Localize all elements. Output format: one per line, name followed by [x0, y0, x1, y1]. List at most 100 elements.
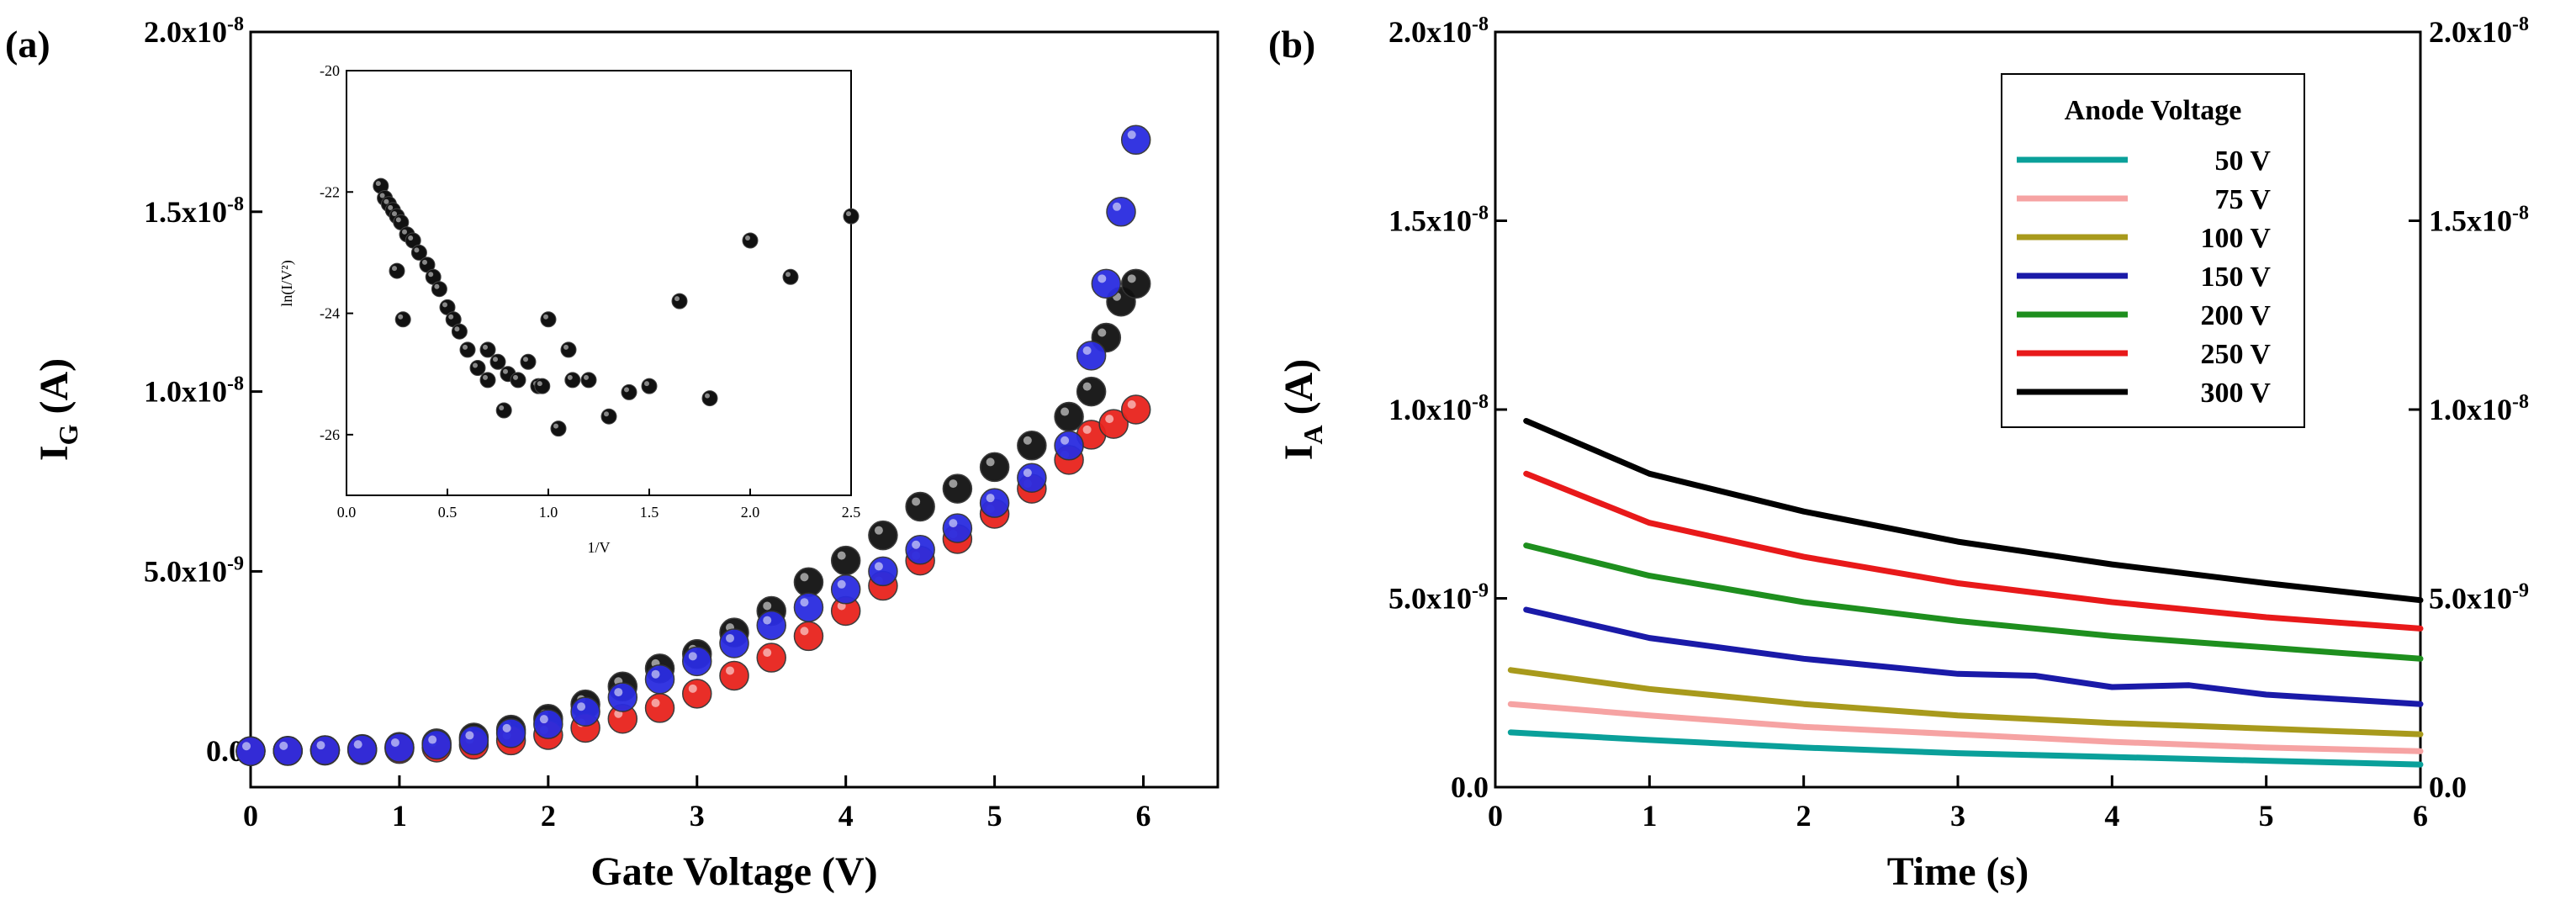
inset-point	[510, 372, 526, 389]
inset-point-highlight	[434, 283, 440, 289]
panel-a-point	[644, 664, 675, 695]
inset-point-highlight	[442, 302, 447, 308]
panel-a-point	[644, 693, 675, 723]
inset-point	[782, 268, 799, 285]
series-line-200v	[1523, 542, 2424, 662]
inset-y-tick-label: -24	[320, 305, 340, 322]
inset-point	[641, 378, 658, 394]
inset-point-highlight	[383, 198, 389, 204]
panel-a-point	[793, 567, 824, 598]
inset-point	[479, 372, 496, 389]
panel-a-point	[830, 545, 861, 576]
inset-point-highlight	[745, 235, 750, 241]
panel-a-point	[1120, 268, 1151, 299]
legend-label: 250 V	[2201, 339, 2272, 370]
panel-b-y-ticks-left: 0.0 5.0x10-9 1.0x10-8 1.5x10-8 2.0x10-8	[1389, 13, 1507, 804]
panel-b-label: (b)	[1268, 23, 1315, 66]
panel-a-y-axis-sub: G	[53, 424, 83, 445]
inset-point	[843, 208, 860, 225]
inset-point-highlight	[388, 204, 394, 210]
panel-a-point-highlight	[949, 519, 958, 528]
panel-a-x-tick-label: 1	[392, 799, 407, 833]
panel-a-plot-frame	[249, 30, 1219, 789]
panel-a-point	[793, 621, 824, 652]
inset-point-highlight	[846, 211, 851, 217]
panel-a-point-highlight	[1127, 130, 1136, 140]
legend-label: 75 V	[2215, 184, 2272, 215]
inset-point-highlight	[408, 235, 414, 241]
legend-items: 50 V 75 V 100 V 150 V 200 V 250 V 300 V	[2017, 145, 2271, 409]
inset-point	[671, 293, 688, 309]
inset-x-tick-label: 0.0	[337, 504, 357, 521]
panel-a-point	[1017, 431, 1047, 461]
inset-point	[495, 402, 512, 419]
panel-a-point-highlight	[1023, 436, 1032, 445]
inset-point-highlight	[392, 266, 397, 272]
panel-b-y-tick-label-right: 1.0x10-8	[2429, 391, 2529, 426]
inset-point	[701, 390, 718, 407]
inset-point-highlight	[624, 387, 629, 393]
panel-a-point-highlight	[428, 735, 437, 744]
inset-x-tick-label: 2.5	[842, 504, 861, 521]
legend-box	[2001, 73, 2305, 428]
inset-point	[600, 408, 617, 425]
series-line-50v	[1507, 729, 2424, 768]
legend-label: 50 V	[2215, 145, 2272, 177]
panel-a-point	[830, 574, 861, 605]
panel-a-point	[458, 725, 489, 756]
panel-a-point-highlight	[390, 738, 399, 747]
panel-a-point-highlight	[316, 741, 325, 750]
panel-a-x-tick-label: 3	[690, 799, 705, 833]
inset-point-highlight	[428, 272, 434, 278]
inset-point	[580, 372, 597, 389]
panel-b: (b) 0.05.0x10-91.0x10-81.5x10-82.0x10-8 …	[1268, 13, 2529, 894]
panel-a-point-highlight	[502, 723, 511, 732]
panel-a-x-ticks: 0 1 2 3 4 5 6	[243, 775, 1151, 833]
panel-b-y-ticks-right: 0.0 5.0x10-9 1.0x10-8 1.5x10-8 2.0x10-8	[2409, 13, 2529, 804]
panel-b-y-tick-label-left: 1.0x10-8	[1389, 391, 1489, 426]
panel-a-x-tick-label: 5	[987, 799, 1002, 833]
inset-point	[550, 420, 567, 437]
panel-b-y-tick-label-left: 5.0x10-9	[1389, 580, 1489, 616]
panel-a-point-highlight	[837, 579, 846, 589]
panel-a-point-highlight	[688, 684, 697, 693]
panel-b-y-tick-label-right: 1.5x10-8	[2429, 203, 2529, 238]
inset-point-highlight	[785, 272, 791, 278]
panel-a-point-highlight	[1061, 407, 1070, 416]
inset-point-highlight	[563, 344, 569, 350]
panel-b-x-axis-title: Time (s)	[1887, 849, 2029, 894]
panel-a-point	[1076, 341, 1107, 371]
panel-b-legend: Anode Voltage 50 V 75 V 100 V 150 V 200 V 250…	[2001, 73, 2305, 428]
panel-b-x-tick-label: 0	[1488, 799, 1503, 833]
panel-a-point	[272, 736, 303, 766]
panel-a-point-highlight	[688, 652, 697, 661]
panel-b-y-tick-label-right: 5.0x10-9	[2429, 580, 2529, 616]
inset-point	[451, 323, 468, 340]
inset-point-highlight	[644, 381, 649, 387]
panel-a-point-highlight	[1023, 468, 1032, 478]
panel-a-y-ticks: 0.05.0x10-91.0x10-81.5x10-82.0x10-8	[144, 13, 262, 768]
inset-point	[469, 360, 486, 376]
panel-a-point	[346, 734, 378, 764]
panel-a-point-highlight	[1082, 346, 1092, 355]
inset-point-highlight	[705, 393, 710, 399]
panel-a-point	[905, 535, 935, 565]
panel-b-x-tick-label: 3	[1950, 799, 1965, 833]
panel-a-point-highlight	[1061, 436, 1070, 445]
panel-a-point	[1054, 431, 1084, 461]
legend-label: 100 V	[2201, 223, 2272, 254]
inset-point-highlight	[604, 411, 609, 417]
panel-b-x-tick-label: 4	[2104, 799, 2119, 833]
inset-x-tick-label: 2.0	[741, 504, 760, 521]
panel-a-point	[868, 520, 898, 551]
inset-point-highlight	[483, 374, 488, 380]
panel-a-x-tick-label: 4	[838, 799, 854, 833]
panel-a-label: (a)	[5, 23, 50, 66]
panel-b-y-tick-label-left: 1.5x10-8	[1389, 203, 1489, 238]
panel-a-point-highlight	[651, 698, 660, 707]
panel-b-y-tick-label-left: 0.0	[1451, 770, 1489, 804]
inset-point-highlight	[402, 229, 407, 235]
panel-a-point-highlight	[1127, 274, 1136, 283]
panel-b-series-lines	[1507, 418, 2424, 768]
panel-a-point	[607, 682, 638, 712]
